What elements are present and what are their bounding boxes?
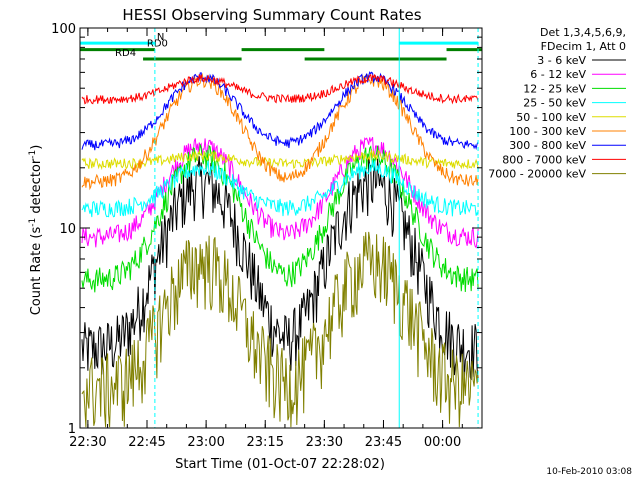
legend-label-9: 7000 - 20000 keV (488, 168, 586, 181)
y-tick-label-3: 100 (51, 22, 76, 37)
y-axis-label-detector: detector (29, 158, 44, 218)
legend-label-2: 6 - 12 keV (530, 68, 586, 81)
series-line-2 (81, 137, 479, 249)
legend-label-6: 100 - 300 keV (509, 125, 586, 138)
series-line-8 (81, 73, 479, 105)
status-label-rd0: RD0 (147, 39, 168, 50)
x-tick-label-7: 00:00 (424, 435, 461, 450)
y-axis-label-exp2: -1 (28, 150, 38, 159)
status-label-n: N (157, 32, 164, 43)
legend-label-3: 12 - 25 keV (523, 82, 586, 95)
x-tick-label-5: 23:30 (306, 435, 343, 450)
axis-ticks: 22:30 22:45 23:00 23:15 23:30 23:45 00:00 1 10 10… (51, 22, 483, 450)
x-tick-label-2: 22:45 (128, 435, 165, 450)
x-tick-label-1: 22:30 (69, 435, 106, 450)
x-tick-label-3: 23:00 (187, 435, 224, 450)
legend-label-4: 25 - 50 keV (523, 97, 586, 110)
footer-date: 10-Feb-2010 03:08 (546, 467, 632, 477)
legend-label-8: 800 - 7000 keV (502, 153, 586, 166)
x-tick-label-6: 23:45 (365, 435, 402, 450)
x-tick-label-4: 23:15 (247, 435, 284, 450)
series-line-7 (81, 71, 479, 151)
legend-label-7: 300 - 800 keV (509, 139, 586, 152)
chart-title: HESSI Observing Summary Count Rates (122, 6, 421, 24)
y-tick-label-1: 1 (68, 422, 76, 437)
series-line-5 (81, 149, 479, 171)
legend-header-line-1: Det 1,3,4,5,6,9, (540, 26, 626, 39)
series-line-1 (81, 156, 479, 381)
legend-label-1: 3 - 6 keV (537, 54, 586, 67)
legend-label-5: 50 - 100 keV (516, 111, 586, 124)
series-line-6 (81, 72, 479, 191)
y-axis-label-exp1: -1 (28, 218, 38, 227)
x-axis-label: Start Time (01-Oct-07 22:28:02) (175, 457, 385, 472)
legend-header-line-2: FDecim 1, Att 0 (541, 40, 626, 53)
status-label-rd4: RD4 (115, 48, 136, 59)
series-line-9 (81, 231, 479, 428)
series-line-4 (81, 160, 479, 218)
series-line-3 (81, 144, 479, 293)
data-series (81, 71, 479, 428)
y-tick-label-2: 10 (59, 222, 76, 237)
y-axis-label: Count Rate (s-1 detector-1) (28, 145, 44, 316)
y-axis-label-main: Count Rate (s (29, 227, 44, 316)
y-axis-label-close: ) (29, 145, 44, 150)
legend: Det 1,3,4,5,6,9, FDecim 1, Att 0 3 - 6 k… (488, 26, 626, 181)
